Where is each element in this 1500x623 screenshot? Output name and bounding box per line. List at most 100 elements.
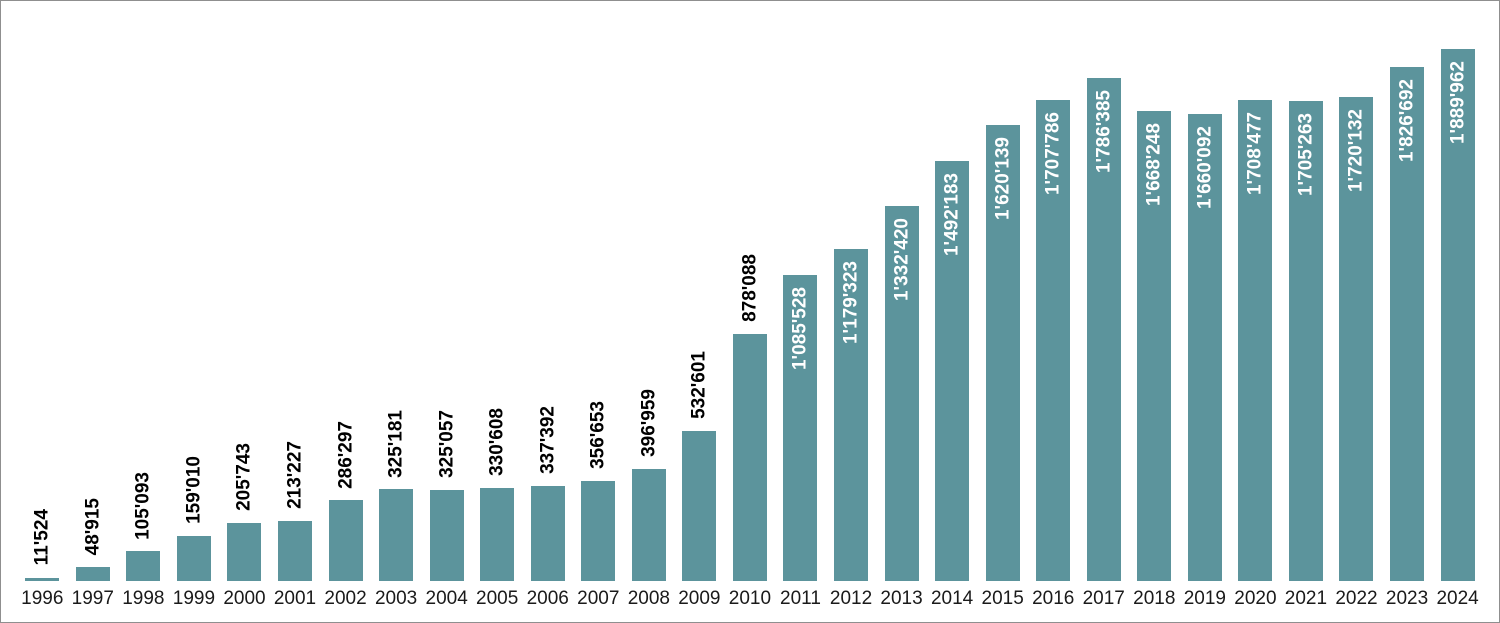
x-tick-label: 2024 — [1436, 588, 1479, 609]
x-tick-label: 2001 — [273, 588, 317, 609]
bar — [631, 469, 666, 581]
x-tick-label: 2002 — [324, 588, 367, 609]
bar-value-label: 325'057 — [436, 409, 458, 478]
bar-column: 325'181 — [371, 1, 422, 581]
x-tick-label: 2003 — [374, 588, 418, 609]
bar-column: 1'889'962 — [1432, 1, 1483, 581]
x-tick-label: 2023 — [1385, 588, 1429, 609]
x-tick-label: 2022 — [1335, 588, 1378, 609]
bar-column: 1'826'692 — [1382, 1, 1433, 581]
bar-column: 325'057 — [421, 1, 472, 581]
x-tick-label: 2021 — [1284, 588, 1328, 609]
bar — [530, 486, 565, 581]
x-tick-label: 2015 — [981, 588, 1024, 609]
x-axis: 1996 1997 1998 1999 2000 2001 2002 2003 2004 2005… — [17, 588, 1483, 610]
bar-value-label: 1'707'786 — [1042, 112, 1064, 196]
x-tick-label: 1996 — [21, 588, 64, 609]
bar — [126, 551, 161, 581]
bar-value-label: 325'181 — [385, 409, 407, 478]
bar-column: 286'297 — [320, 1, 371, 581]
bar — [176, 536, 211, 581]
bar-column: 1'720'132 — [1331, 1, 1382, 581]
bar-column: 1'620'139 — [977, 1, 1028, 581]
x-tick-label: 2009 — [678, 588, 721, 609]
x-tick-label: 2007 — [577, 588, 620, 609]
bar-value-label: 205'743 — [233, 443, 255, 512]
bar — [1187, 113, 1222, 581]
bar — [682, 431, 717, 581]
bar-value-label: 396'959 — [638, 389, 660, 458]
x-tick-label: 2018 — [1133, 588, 1176, 609]
chart-area: 11'524 48'915 105'093 159'010 205'743 213'227… — [17, 1, 1483, 581]
bar-value-label: 532'601 — [688, 351, 710, 420]
bar — [732, 333, 767, 581]
bar — [328, 500, 363, 581]
bar — [1238, 100, 1273, 581]
bar-column: 1'660'092 — [1180, 1, 1231, 581]
bar-value-label: 878'088 — [739, 253, 761, 322]
bar-column: 1'492'183 — [927, 1, 978, 581]
bar-value-label: 1'660'092 — [1194, 125, 1216, 209]
bar-value-label: 159'010 — [183, 456, 205, 525]
bar — [1137, 111, 1172, 581]
bar-value-label: 1'332'420 — [891, 217, 913, 301]
x-tick-label: 2006 — [526, 588, 569, 609]
bar — [278, 520, 312, 581]
bar-value-label: 1'826'692 — [1396, 78, 1418, 162]
bar-value-label: 337'392 — [537, 406, 559, 475]
x-tick-label: 2017 — [1082, 588, 1125, 609]
bar — [935, 160, 970, 581]
x-tick-label: 2010 — [728, 588, 772, 609]
bar-value-label: 330'608 — [486, 408, 508, 476]
bar — [783, 275, 818, 581]
bar-column: 396'959 — [624, 1, 675, 581]
x-tick-label: 2012 — [829, 588, 873, 609]
bar — [985, 124, 1020, 581]
bar-value-label: 105'093 — [132, 471, 154, 540]
x-tick-label: 2020 — [1234, 588, 1277, 609]
bar — [1036, 100, 1071, 581]
bar-column: 159'010 — [169, 1, 220, 581]
x-tick-label: 2005 — [476, 588, 519, 609]
bar-value-label: 1'786'385 — [1093, 90, 1115, 174]
bar-column: 213'227 — [270, 1, 321, 581]
bar-column: 105'093 — [118, 1, 169, 581]
bar-column: 1'786'385 — [1078, 1, 1129, 581]
bar-column: 1'085'528 — [775, 1, 826, 581]
x-tick-label: 1997 — [71, 588, 114, 609]
bar — [379, 489, 414, 581]
bar-column: 878'088 — [725, 1, 776, 581]
bar — [1390, 66, 1425, 581]
bar-value-label: 356'653 — [587, 400, 609, 469]
bar-value-label: 11'524 — [31, 509, 53, 566]
bar-column: 1'707'786 — [1028, 1, 1079, 581]
bar-value-label: 48'915 — [82, 497, 104, 556]
x-tick-label: 2014 — [930, 588, 974, 609]
bar-value-label: 1'889'962 — [1447, 61, 1469, 145]
bar-value-label: 1'492'183 — [941, 172, 963, 256]
bar-value-label: 1'708'477 — [1244, 112, 1266, 196]
bar — [1288, 101, 1323, 581]
bar-column: 205'743 — [219, 1, 270, 581]
bar-value-label: 1'705'263 — [1295, 112, 1317, 196]
x-tick-label: 2019 — [1183, 588, 1226, 609]
bar — [25, 577, 60, 581]
bar — [1339, 96, 1374, 581]
x-tick-label: 2000 — [223, 588, 266, 609]
bar — [1440, 49, 1475, 581]
bar-value-label: 1'085'528 — [789, 287, 811, 371]
x-tick-label: 2013 — [880, 588, 923, 609]
bar-column: 356'653 — [573, 1, 624, 581]
bar — [581, 480, 616, 581]
bar-column: 337'392 — [522, 1, 573, 581]
bar-column: 11'524 — [17, 1, 68, 581]
bar-column: 1'708'477 — [1230, 1, 1281, 581]
bar — [429, 489, 464, 581]
bar — [227, 523, 262, 581]
bar-value-label: 213'227 — [284, 441, 306, 509]
bar-value-label: 1'620'139 — [992, 136, 1014, 220]
bar-column: 1'179'323 — [826, 1, 877, 581]
bar-column: 532'601 — [674, 1, 725, 581]
bar — [834, 249, 869, 581]
